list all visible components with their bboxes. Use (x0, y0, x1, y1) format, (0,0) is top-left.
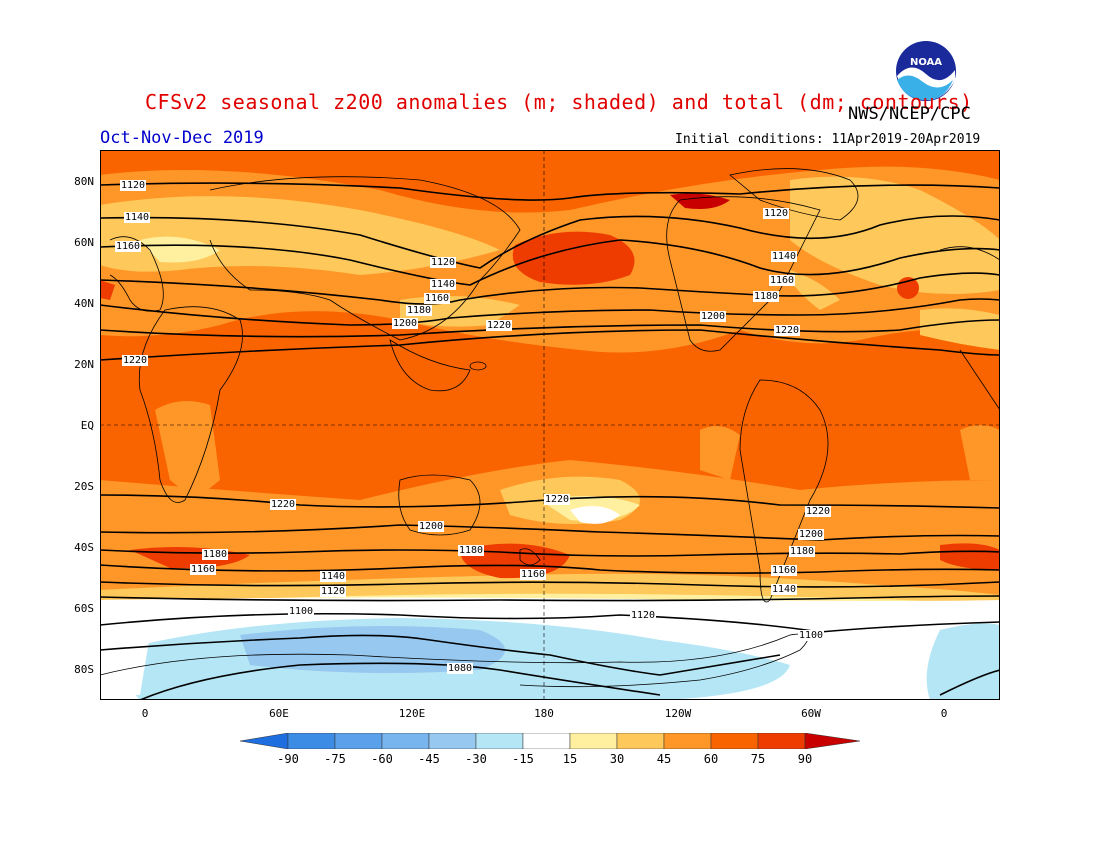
coastlines (100, 168, 1000, 688)
lon-label: 120E (398, 707, 426, 720)
lon-label: 180 (534, 707, 554, 720)
lat-label: 40N (74, 297, 94, 310)
contour-label: 1140 (320, 571, 347, 582)
colorbar-value: -90 (277, 752, 299, 766)
contour-label: 1120 (120, 180, 147, 191)
contour-label: 1180 (753, 291, 780, 302)
contour-label: 1140 (430, 279, 457, 290)
agency-label: NWS/NCEP/CPC (848, 104, 971, 124)
contour-label: 1120 (630, 610, 657, 621)
lon-label: 0 (141, 707, 149, 720)
contour-label: 1200 (418, 521, 445, 532)
colorbar (239, 732, 861, 750)
map-frame (100, 150, 1000, 700)
colorbar-value: -30 (465, 752, 487, 766)
contour-label: 1220 (544, 494, 571, 505)
contour-label: 1200 (700, 311, 727, 322)
lat-label: EQ (80, 419, 94, 432)
contour-label: 1100 (288, 606, 315, 617)
anomaly-map (100, 150, 1000, 700)
contour-label: 1140 (124, 212, 151, 223)
lat-label: 60S (74, 602, 94, 615)
contour-label: 1200 (392, 318, 419, 329)
lat-label: 80N (74, 175, 94, 188)
colorbar-value: -15 (512, 752, 534, 766)
lat-label: 40S (74, 541, 94, 554)
contour-label: 1120 (763, 208, 790, 219)
colorbar-value: 75 (750, 752, 766, 766)
logo-text: NOAA (910, 57, 942, 68)
colorbar-value: -75 (324, 752, 346, 766)
colorbar-value: 30 (609, 752, 625, 766)
colorbar-value: -60 (371, 752, 393, 766)
contour-label: 1160 (115, 241, 142, 252)
contour-label: 1220 (805, 506, 832, 517)
contour-label: 1180 (406, 305, 433, 316)
colorbar-value: 90 (797, 752, 813, 766)
lon-label: 120W (664, 707, 692, 720)
lon-label: 60W (801, 707, 821, 720)
contour-label: 1220 (774, 325, 801, 336)
contour-label: 1180 (789, 546, 816, 557)
lon-label: 60E (269, 707, 289, 720)
contour-label: 1220 (270, 499, 297, 510)
contour-label: 1160 (771, 565, 798, 576)
colorbar-value: 45 (656, 752, 672, 766)
contour-label: 1120 (320, 586, 347, 597)
contour-label: 1080 (447, 663, 474, 674)
contour-label: 1160 (769, 275, 796, 286)
contour-label: 1160 (520, 569, 547, 580)
contour-labels: 1120 1140 1160 1220 1120 1140 1160 1180 … (100, 150, 1000, 700)
contour-label: 1100 (798, 630, 825, 641)
contour-label: 1200 (798, 529, 825, 540)
contour-label: 1220 (122, 355, 149, 366)
season-label: Oct-Nov-Dec 2019 (100, 128, 264, 148)
contour-label: 1120 (430, 257, 457, 268)
noaa-logo: NOAA (895, 40, 957, 102)
lat-label: 80S (74, 663, 94, 676)
chart-title: CFSv2 seasonal z200 anomalies (m; shaded… (145, 90, 973, 114)
colorbar-value: -45 (418, 752, 440, 766)
height-contours (100, 182, 1000, 700)
lon-label: 0 (940, 707, 948, 720)
contour-label: 1160 (424, 293, 451, 304)
contour-label: 1180 (458, 545, 485, 556)
contour-label: 1140 (771, 251, 798, 262)
lat-label: 20S (74, 480, 94, 493)
colorbar-value: 60 (703, 752, 719, 766)
contour-label: 1160 (190, 564, 217, 575)
contour-label: 1140 (771, 584, 798, 595)
lat-label: 20N (74, 358, 94, 371)
contour-label: 1180 (202, 549, 229, 560)
initial-conditions-label: Initial conditions: 11Apr2019-20Apr2019 (675, 132, 981, 147)
contour-label: 1220 (486, 320, 513, 331)
lat-label: 60N (74, 236, 94, 249)
colorbar-value: 15 (562, 752, 578, 766)
